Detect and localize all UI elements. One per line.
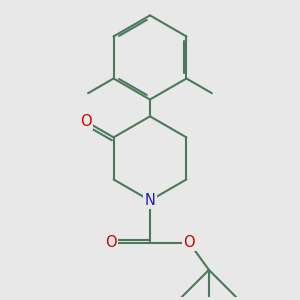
Text: O: O — [80, 114, 92, 129]
Text: N: N — [145, 193, 155, 208]
Text: O: O — [105, 235, 117, 250]
Text: O: O — [183, 235, 195, 250]
